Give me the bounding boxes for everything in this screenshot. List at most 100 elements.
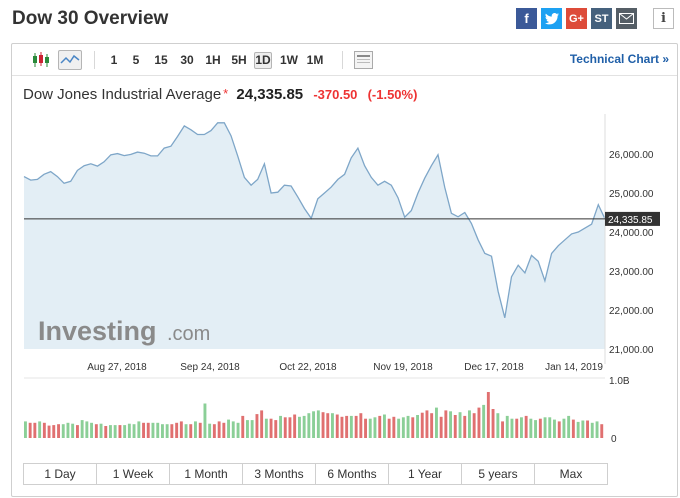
volume-bar — [42, 422, 46, 438]
volume-bar — [453, 415, 457, 438]
volume-bar — [416, 415, 419, 438]
volume-bar — [293, 414, 297, 438]
volume-bar — [401, 417, 405, 438]
google-plus-icon[interactable]: G+ — [566, 8, 587, 29]
instrument-name: Dow Jones Industrial Average — [23, 86, 222, 103]
volume-bar — [581, 420, 585, 438]
volume-bar — [189, 424, 193, 438]
volume-bar — [132, 424, 136, 438]
volume-bar — [307, 413, 311, 438]
volume-bar — [430, 413, 434, 438]
volume-bar — [501, 421, 504, 438]
timeframe-1h[interactable]: 1H — [205, 53, 221, 67]
volume-bar — [491, 409, 495, 438]
timeframe-1d[interactable]: 1D — [254, 52, 272, 69]
volume-bar — [458, 412, 462, 438]
line-chart-icon[interactable] — [58, 50, 82, 70]
volume-bar — [505, 415, 509, 438]
timeframe-5h[interactable]: 5H — [231, 53, 247, 67]
volume-max-label: 1.0B — [609, 376, 630, 387]
timeframe-1m[interactable]: 1M — [306, 53, 324, 67]
volume-bar — [600, 424, 604, 438]
range-1-month[interactable]: 1 Month — [170, 464, 243, 484]
volume-bar — [524, 415, 528, 438]
volume-bar — [354, 415, 358, 438]
volume-bar — [538, 418, 542, 438]
chart-toolbar: 1 5 15 30 1H 5H 1D 1W 1M Technical Chart » — [12, 44, 677, 76]
price-line — [23, 122, 606, 318]
volume-bar — [472, 413, 476, 438]
info-icon[interactable]: i — [653, 8, 674, 29]
volume-bar — [57, 424, 60, 438]
volume-bar — [345, 415, 349, 438]
volume-zero-label: 0 — [611, 434, 617, 445]
volume-bar — [260, 410, 264, 438]
volume-bar — [264, 418, 268, 438]
x-tick-label: Nov 19, 2018 — [373, 362, 433, 373]
volume-bar — [383, 414, 386, 438]
facebook-icon[interactable]: f — [516, 8, 537, 29]
chart-settings-icon[interactable] — [354, 51, 373, 69]
volume-bar — [61, 424, 65, 438]
volume-bar — [397, 418, 401, 438]
timeframe-5[interactable]: 5 — [132, 53, 140, 67]
volume-bar — [179, 421, 183, 438]
range-1-day[interactable]: 1 Day — [24, 464, 97, 484]
volume-bar — [595, 421, 599, 438]
y-tick-label: 24,000.00 — [609, 228, 654, 239]
volume-bar — [109, 425, 112, 438]
volume-bar — [137, 421, 141, 438]
volume-bar — [161, 424, 164, 438]
volume-bar — [368, 418, 372, 438]
volume-bar — [302, 415, 306, 438]
volume-bar — [444, 410, 448, 438]
volume-bar — [520, 417, 523, 438]
price-chart[interactable]: Investing .com 26,000.00 25,000.00 24,000.… — [12, 44, 677, 464]
volume-bar — [331, 413, 334, 438]
volume-bar — [156, 422, 160, 438]
volume-bar — [586, 420, 589, 438]
volume-bar — [212, 424, 216, 438]
volume-bar — [269, 418, 273, 438]
range-1-week[interactable]: 1 Week — [97, 464, 170, 484]
timeframe-1w[interactable]: 1W — [280, 53, 298, 67]
volume-bar — [515, 418, 519, 438]
timeframe-30[interactable]: 30 — [180, 53, 194, 67]
volume-bar — [316, 410, 320, 438]
y-tick-label: 23,000.00 — [609, 267, 654, 278]
range-max[interactable]: Max — [559, 467, 583, 481]
timeframe-1[interactable]: 1 — [110, 53, 118, 67]
range-6-months[interactable]: 6 Months — [316, 464, 389, 484]
volume-bar — [241, 415, 245, 438]
candlestick-icon[interactable] — [32, 50, 50, 70]
volume-bar — [94, 424, 98, 438]
email-icon[interactable] — [616, 8, 637, 29]
range-3-months[interactable]: 3 Months — [243, 464, 316, 484]
twitter-icon[interactable] — [541, 8, 562, 29]
volume-bar — [85, 421, 89, 438]
volume-bar — [274, 420, 278, 438]
volume-bar — [534, 420, 537, 438]
timeframe-15[interactable]: 15 — [154, 53, 168, 67]
volume-bar — [477, 407, 481, 438]
volume-bar — [373, 417, 377, 438]
y-tick-label: 26,000.00 — [609, 150, 654, 161]
volume-bar — [38, 421, 42, 438]
range-5-years[interactable]: 5 years — [462, 464, 535, 484]
volume-bar — [146, 422, 150, 438]
volume-bar — [567, 415, 571, 438]
volume-bar — [104, 426, 108, 438]
live-indicator-icon: * — [223, 86, 229, 101]
volume-bar — [217, 421, 221, 438]
volume-bar — [52, 425, 56, 438]
volume-bar — [47, 425, 51, 438]
volume-bar — [510, 418, 514, 438]
technical-chart-link[interactable]: Technical Chart » — [569, 52, 669, 66]
volume-bar — [80, 420, 84, 438]
volume-bar — [326, 413, 330, 438]
volume-bar — [76, 425, 79, 438]
price-area — [24, 122, 605, 349]
range-1-year[interactable]: 1 Year — [389, 464, 462, 484]
stocktwits-icon[interactable]: ST — [591, 8, 612, 29]
watermark-brand: Investing — [38, 316, 157, 346]
